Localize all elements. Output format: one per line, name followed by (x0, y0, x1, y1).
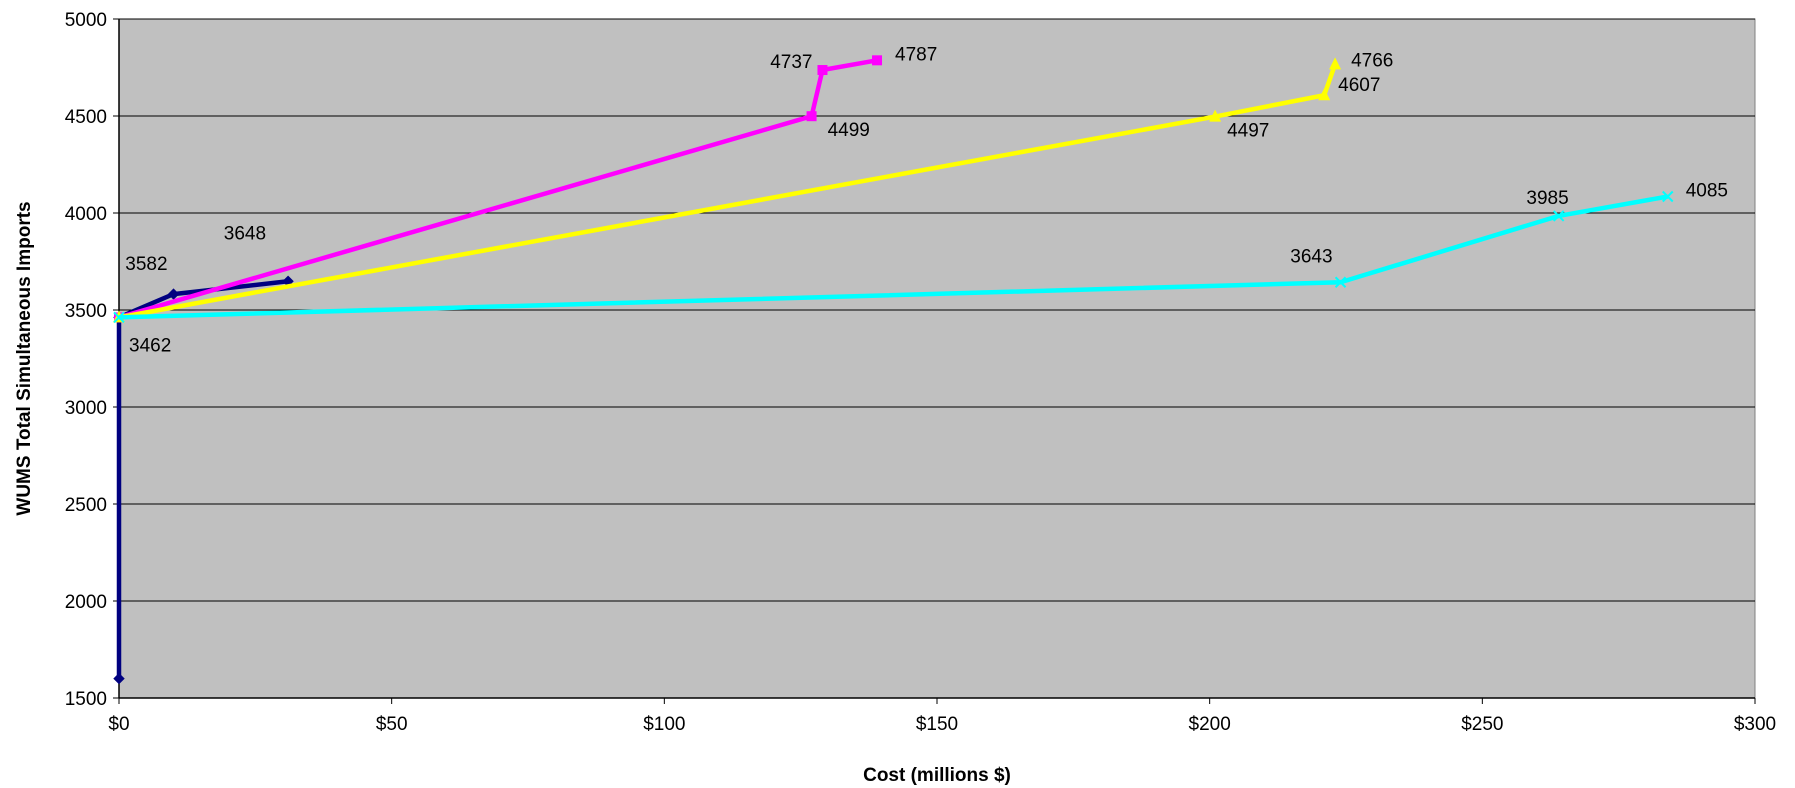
series-line (118, 194, 1669, 320)
data-point-marker (1318, 88, 1331, 101)
series-line (118, 58, 878, 320)
y-tick-label: 2000 (65, 592, 107, 613)
y-tick-label: 3000 (65, 398, 107, 419)
y-tick-label: 1500 (65, 689, 107, 710)
data-label: 4787 (895, 44, 937, 65)
data-point-marker (1334, 276, 1347, 288)
x-axis-title: Cost (millions $) (863, 765, 1011, 786)
data-point-marker (113, 311, 125, 324)
x-tick-label: $100 (643, 714, 685, 735)
data-point-marker (1209, 109, 1222, 122)
data-point-marker (817, 65, 828, 76)
data-label: 4499 (828, 120, 870, 141)
data-point-marker (1329, 57, 1342, 70)
data-label: 3985 (1526, 188, 1568, 209)
data-point-marker (167, 288, 180, 300)
data-label: 3582 (125, 254, 167, 275)
data-label: 4607 (1338, 75, 1380, 96)
series-line (116, 279, 289, 679)
x-tick-label: $200 (1189, 714, 1231, 735)
data-label: 4766 (1351, 50, 1393, 71)
data-point-marker (1552, 210, 1565, 222)
data-point-marker (113, 672, 125, 685)
y-tick-label: 2500 (65, 495, 107, 516)
data-label: 3643 (1290, 246, 1332, 267)
y-axis-title: WUMS Total Simultaneous Imports (14, 201, 35, 515)
x-tick-label: $0 (108, 714, 129, 735)
series-line (118, 63, 1338, 320)
data-point-marker (806, 111, 817, 122)
data-labels: 3462 3582 3648 4499 4737 4787 4497 4607 4766 3643… (125, 44, 1728, 356)
data-point-marker (872, 55, 883, 66)
x-tick-label: $250 (1461, 714, 1503, 735)
data-label: 3648 (224, 223, 266, 244)
y-tick-label: 3500 (65, 301, 107, 322)
data-label: 4085 (1686, 181, 1728, 202)
plot-area (118, 18, 1756, 699)
x-tick-label: $150 (916, 714, 958, 735)
x-tick-label: $50 (376, 714, 408, 735)
x-tick-label: $300 (1734, 714, 1776, 735)
axes: 1500 2000 2500 3000 3500 4000 4500 5000 $0 $50 $10… (65, 10, 1776, 735)
data-point-marker (1662, 190, 1674, 203)
y-tick-label: 5000 (65, 10, 107, 31)
series-layer (113, 55, 1674, 685)
series-4 (113, 190, 1674, 324)
data-label: 4737 (770, 52, 812, 73)
data-label: 3462 (129, 335, 171, 356)
y-tick-label: 4000 (65, 204, 107, 225)
data-label: 4497 (1227, 121, 1269, 142)
y-tick-label: 4500 (65, 107, 107, 128)
